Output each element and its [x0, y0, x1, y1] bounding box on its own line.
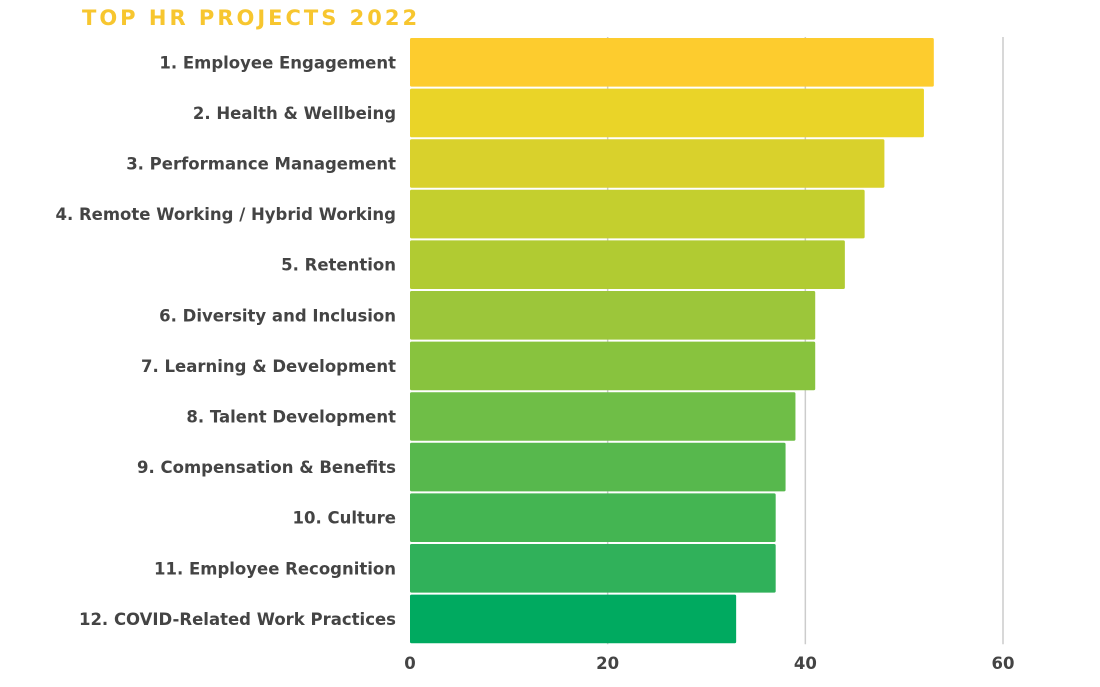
- bar-9: [410, 442, 786, 492]
- bar-12: [410, 594, 737, 644]
- category-label-11: 11. Employee Recognition: [154, 559, 396, 578]
- tick-label-40: 40: [794, 654, 817, 673]
- bar-11: [410, 544, 776, 593]
- tick-label-20: 20: [596, 654, 619, 673]
- category-label-6: 6. Diversity and Inclusion: [159, 306, 396, 325]
- bar-8: [410, 392, 796, 441]
- category-label-12: 12. COVID-Related Work Practices: [79, 610, 396, 629]
- category-label-2: 2. Health & Wellbeing: [193, 104, 396, 123]
- bar-5: [410, 240, 845, 289]
- tick-label-60: 60: [992, 654, 1015, 673]
- category-label-9: 9. Compensation & Benefits: [137, 458, 396, 477]
- category-label-4: 4. Remote Working / Hybrid Working: [55, 205, 396, 224]
- bar-10: [410, 493, 776, 542]
- bar-7: [410, 341, 816, 391]
- bar-6: [410, 291, 816, 340]
- bar-4: [410, 189, 865, 239]
- bar-3: [410, 139, 885, 188]
- category-label-7: 7. Learning & Development: [141, 357, 396, 376]
- category-label-1: 1. Employee Engagement: [159, 53, 396, 72]
- category-label-5: 5. Retention: [281, 256, 396, 275]
- chart-title: TOP HR PROJECTS 2022: [82, 6, 421, 30]
- category-label-10: 10. Culture: [293, 509, 396, 528]
- tick-label-0: 0: [404, 654, 415, 673]
- bar-2: [410, 88, 924, 138]
- bar-1: [410, 38, 934, 87]
- category-label-8: 8. Talent Development: [186, 408, 396, 427]
- category-label-3: 3. Performance Management: [126, 155, 396, 174]
